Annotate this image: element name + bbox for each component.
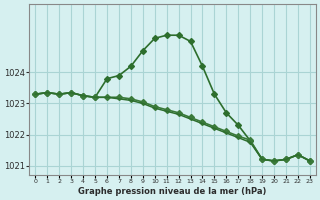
X-axis label: Graphe pression niveau de la mer (hPa): Graphe pression niveau de la mer (hPa) bbox=[78, 187, 267, 196]
